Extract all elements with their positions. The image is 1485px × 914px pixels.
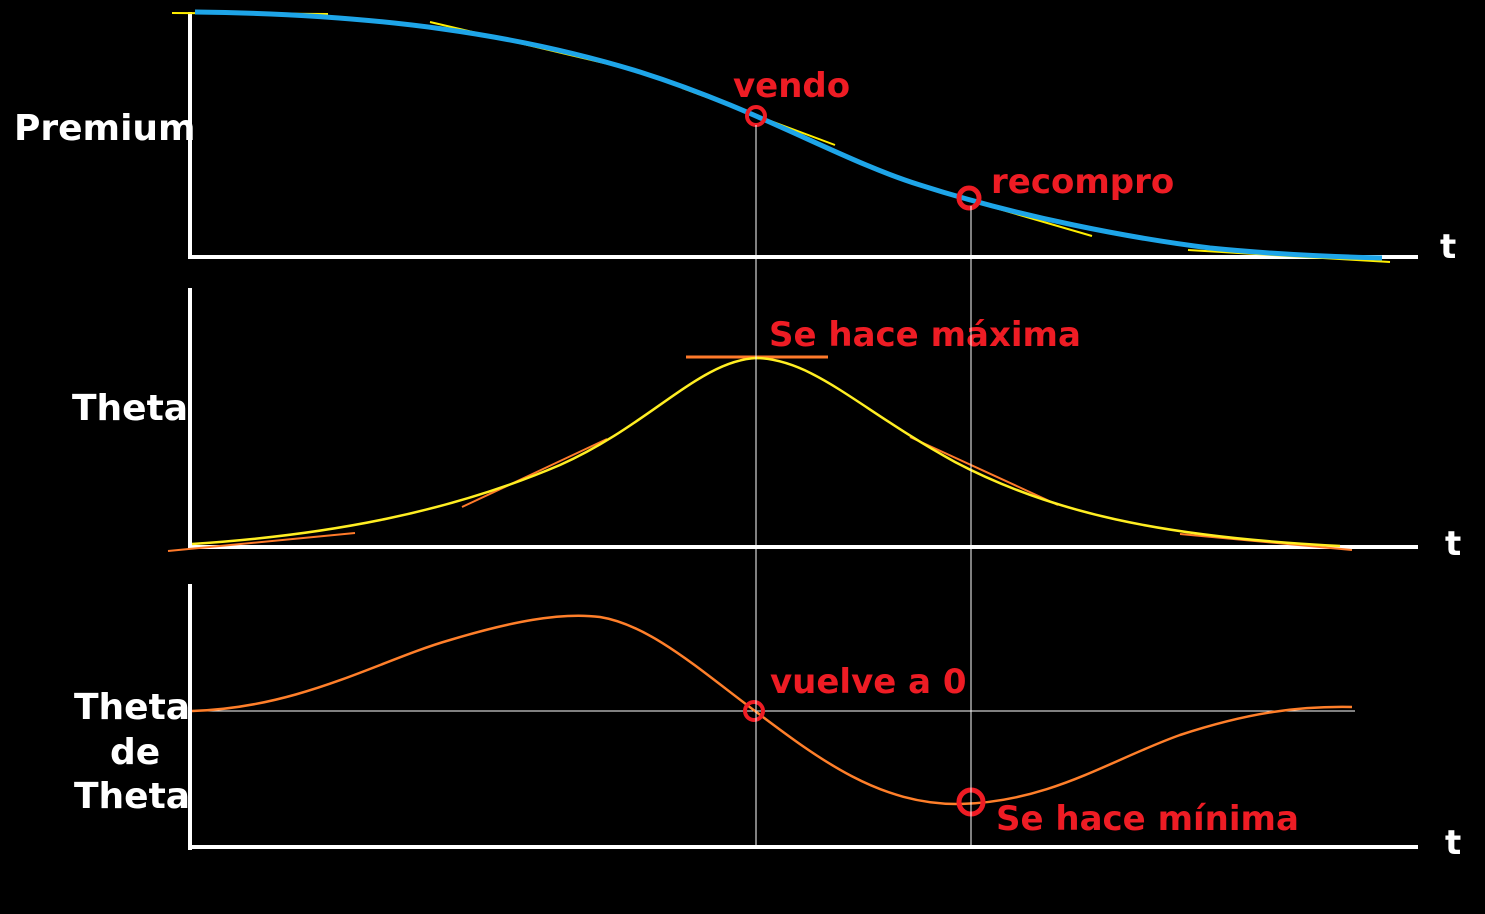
theta-theta-label-line-3: Theta	[74, 776, 190, 817]
zero-marker	[743, 700, 765, 722]
theta-theta-curve	[191, 614, 1353, 806]
theta-tangent-1	[167, 532, 356, 552]
zero-annotation: vuelve a 0	[770, 662, 967, 702]
theta-theta-axis-label: t	[1445, 823, 1461, 863]
premium-curve	[194, 9, 1383, 261]
theta-label: Theta	[72, 388, 188, 429]
theta-theta-label-line-2: de	[110, 732, 160, 773]
theta-tangent-3	[909, 436, 1059, 506]
theta-tangent-2	[461, 438, 608, 508]
buy-back-annotation: recompro	[991, 162, 1174, 202]
theta-curve	[191, 356, 1341, 548]
buy-back-marker	[956, 185, 982, 211]
premium-label: Premium	[14, 108, 196, 149]
max-annotation: Se hace máxima	[769, 315, 1081, 355]
theta-panel: Theta t Se hace máxima	[72, 288, 1461, 564]
theta-axis-label: t	[1445, 524, 1461, 564]
premium-axis-label: t	[1440, 227, 1456, 267]
premium-panel: Premium t vendo recompro	[14, 9, 1456, 267]
min-annotation: Se hace mínima	[996, 799, 1299, 839]
sell-annotation: vendo	[733, 66, 850, 106]
theta-theta-panel: Theta de Theta t vuelve a 0 Se hace míni…	[74, 584, 1461, 863]
theta-theta-label-line-1: Theta	[74, 687, 190, 728]
